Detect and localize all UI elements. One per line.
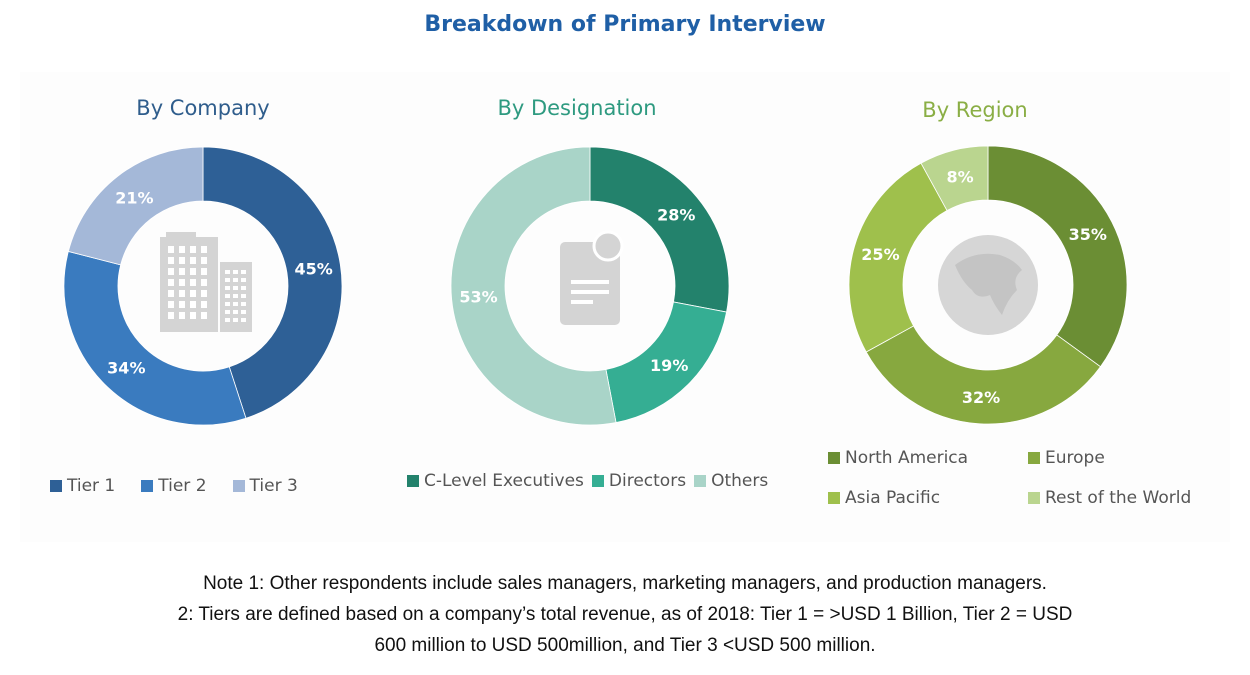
donut-slice-others — [450, 146, 617, 426]
data-label: 28% — [657, 206, 695, 225]
footnotes: Note 1: Other respondents include sales … — [0, 568, 1250, 661]
chart-title-designation: By Designation — [497, 96, 657, 120]
legend-item: Tier 2 — [141, 476, 207, 496]
legend-label: Tier 2 — [158, 476, 207, 496]
legend-company: Tier 1 Tier 2 Tier 3 — [50, 476, 298, 496]
donut-slice-tier-3 — [67, 146, 204, 266]
note-line-3: 600 million to USD 500million, and Tier … — [374, 635, 876, 656]
legend-item: Europe — [1028, 448, 1228, 468]
data-label: 35% — [1069, 225, 1107, 244]
data-label: 34% — [107, 359, 145, 378]
legend-label: Others — [711, 471, 769, 491]
legend-swatch — [232, 480, 245, 492]
data-label: 21% — [115, 189, 153, 208]
donut-slice-europe — [865, 325, 1102, 425]
legend-item: Directors — [591, 471, 687, 491]
legend-label: Asia Pacific — [845, 488, 941, 508]
legend-item: C-Level Executives — [407, 471, 584, 491]
legend-swatch — [1028, 492, 1040, 504]
donut-slice-asia-pacific — [848, 162, 948, 353]
legend-swatch — [50, 480, 62, 492]
donut-slice-c-level-executives — [589, 146, 730, 313]
donut-slice-rest-of-the-world — [920, 145, 989, 212]
legend-swatch — [828, 492, 840, 504]
data-label: 8% — [947, 168, 974, 187]
data-label: 53% — [459, 288, 497, 307]
legend-swatch — [591, 475, 604, 487]
legend-label: C-Level Executives — [424, 471, 584, 491]
legend-label: Europe — [1045, 448, 1105, 468]
note-line-2: 2: Tiers are defined based on a company’… — [177, 604, 1073, 625]
main-title: Breakdown of Primary Interview — [424, 12, 826, 37]
legend-region: North America Europe Asia Pacific Rest of t… — [828, 448, 1228, 508]
legend-swatch — [828, 452, 840, 464]
data-label: 32% — [962, 388, 1000, 407]
donut-slice-tier-2 — [63, 250, 247, 426]
legend-label: Tier 1 — [67, 476, 116, 496]
legend-swatch — [1028, 452, 1040, 464]
legend-label: Tier 3 — [249, 476, 298, 496]
legend-item: Tier 3 — [232, 476, 298, 496]
globe-icon — [938, 235, 1038, 335]
data-label: 45% — [294, 259, 332, 278]
legend-label: North America — [845, 448, 969, 468]
certificate-document-icon — [560, 230, 624, 325]
legend-swatch — [407, 475, 419, 487]
legend-label: Rest of the World — [1045, 488, 1192, 508]
legend-swatch — [694, 475, 707, 487]
legend-item: Asia Pacific — [828, 488, 1028, 508]
data-label: 25% — [861, 245, 899, 264]
data-label: 19% — [650, 356, 688, 375]
donut-slice-tier-1 — [202, 146, 343, 419]
chart-title-region: By Region — [922, 98, 1028, 122]
donut-slice-north-america — [987, 145, 1128, 368]
note-line-1: Note 1: Other respondents include sales … — [203, 573, 1047, 594]
legend-item: Others — [694, 471, 768, 491]
legend-item: Tier 1 — [50, 476, 115, 496]
legend-label: Directors — [608, 471, 687, 491]
legend-item: North America — [828, 448, 1028, 468]
legend-item: Rest of the World — [1028, 488, 1228, 508]
chart-title-company: By Company — [136, 96, 270, 120]
legend-designation: C-Level Executives Directors Others — [407, 471, 768, 491]
legend-swatch — [141, 480, 154, 492]
